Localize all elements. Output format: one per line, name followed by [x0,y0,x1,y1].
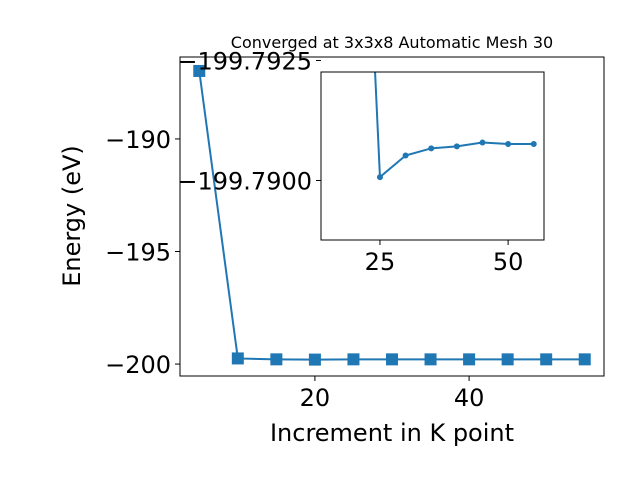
x-tick-label: 50 [493,248,524,276]
data-point [347,353,360,366]
plot-area [193,64,591,366]
x-tick-label: 25 [365,248,396,276]
chart-title: Converged at 3x3x8 Automatic Mesh 30 [231,33,553,52]
x-tick-label: 20 [300,384,331,412]
y-tick-label: −190 [105,126,171,154]
data-point [193,64,206,77]
data-point [578,353,591,366]
y-tick-label: −199.7925 [177,47,312,75]
data-line [374,72,534,180]
data-point [540,353,553,366]
data-point [376,174,383,181]
axes-frame [179,56,605,377]
data-point [231,352,244,365]
x-tick-label: 40 [454,384,485,412]
data-point [308,353,321,366]
data-point [501,353,514,366]
y-tick-label: −195 [105,239,171,267]
data-point [270,353,283,366]
y-tick-label: −200 [105,351,171,379]
data-point [402,152,409,159]
y-axis-label: Energy (eV) [58,145,86,287]
plot-area [374,72,537,181]
data-point [386,353,398,366]
data-point [530,141,537,147]
data-point [505,141,512,147]
inset-background [321,72,544,240]
data-point [479,139,486,146]
data-point [428,145,435,152]
data-point [453,143,460,150]
data-point [463,353,476,366]
y-tick-label: −199.7900 [177,167,312,195]
axes-frame [320,71,545,241]
data-point [424,353,437,366]
x-axis-label: Increment in K point [270,419,514,447]
